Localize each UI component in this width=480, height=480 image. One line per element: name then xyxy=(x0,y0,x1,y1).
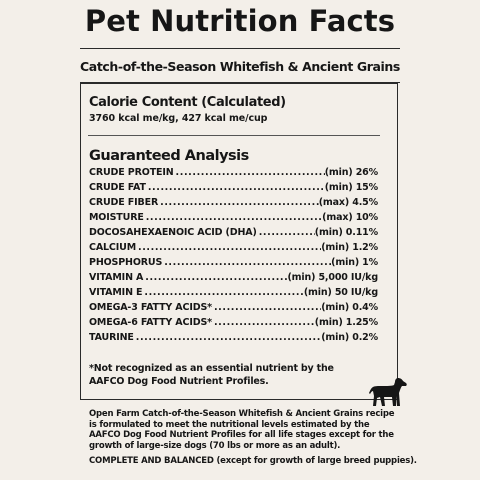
nutrient-name: OMEGA-3 FATTY ACIDS* xyxy=(89,302,212,313)
nutrient-value: (min) 15% xyxy=(324,182,378,193)
nutrient-row: DOCOSAHEXAENOIC ACID (DHA) .............… xyxy=(89,227,378,243)
nutrient-value: (max) 10% xyxy=(322,212,378,223)
nutrient-name: TAURINE xyxy=(89,332,134,343)
nutrient-value: (min) 0.11% xyxy=(314,227,378,238)
dot-leader: ........................................… xyxy=(164,257,332,268)
dot-leader: ........................................… xyxy=(213,317,315,328)
dot-leader: ........................................… xyxy=(160,197,319,208)
calorie-divider xyxy=(88,135,380,136)
nutrient-row: OMEGA-3 FATTY ACIDS* ...................… xyxy=(89,302,378,318)
nutrient-name: OMEGA-6 FATTY ACIDS* xyxy=(89,317,212,328)
dot-leader: ........................................… xyxy=(213,302,321,313)
dot-leader: ........................................… xyxy=(144,287,304,298)
nutrient-name: MOISTURE xyxy=(89,212,144,223)
nutrient-row: OMEGA-6 FATTY ACIDS* ...................… xyxy=(89,317,378,333)
aafco-statement: Open Farm Catch-of-the-Season Whitefish … xyxy=(89,409,395,451)
nutrient-row: CALCIUM ................................… xyxy=(89,242,378,258)
dog-silhouette-icon xyxy=(369,378,407,406)
page-title: Pet Nutrition Facts xyxy=(84,4,396,38)
dot-leader: ........................................… xyxy=(175,167,325,178)
calorie-heading: Calorie Content (Calculated) xyxy=(89,95,286,110)
nutrient-name: DOCOSAHEXAENOIC ACID (DHA) xyxy=(89,227,257,238)
nutrient-value: (min) 50 IU/kg xyxy=(303,287,378,298)
nutrient-value: (min) 1.2% xyxy=(321,242,378,253)
nutrient-name: PHOSPHORUS xyxy=(89,257,163,268)
nutrient-row: CRUDE FAT ..............................… xyxy=(89,182,378,198)
nutrient-value: (min) 5,000 IU/kg xyxy=(287,272,378,283)
dot-leader: ........................................… xyxy=(145,272,288,283)
nutrient-row: VITAMIN A ..............................… xyxy=(89,272,378,288)
nutrition-panel xyxy=(80,83,398,400)
dot-leader: ........................................… xyxy=(135,332,321,343)
product-name: Catch-of-the-Season Whitefish & Ancient … xyxy=(80,59,400,74)
nutrient-name: CRUDE PROTEIN xyxy=(89,167,174,178)
nutrient-value: (min) 1% xyxy=(331,257,378,268)
guaranteed-analysis-heading: Guaranteed Analysis xyxy=(89,148,249,164)
dot-leader: ........................................… xyxy=(258,227,315,238)
complete-balanced-note: COMPLETE AND BALANCED (except for growth… xyxy=(89,456,417,466)
nutrient-value: (min) 26% xyxy=(324,167,378,178)
nutrient-row: CRUDE FIBER ............................… xyxy=(89,197,378,213)
nutrient-value: (max) 4.5% xyxy=(318,197,378,208)
nutrient-value: (min) 0.2% xyxy=(321,332,378,343)
nutrient-name: CRUDE FIBER xyxy=(89,197,159,208)
subtitle-divider xyxy=(80,82,400,83)
nutrient-row: CRUDE PROTEIN ..........................… xyxy=(89,167,378,183)
top-divider xyxy=(80,48,400,49)
nutrient-name: CALCIUM xyxy=(89,242,137,253)
nutrient-name: VITAMIN A xyxy=(89,272,144,283)
nutrient-row: TAURINE ................................… xyxy=(89,332,378,348)
nutrient-name: VITAMIN E xyxy=(89,287,143,298)
nutrient-row: VITAMIN E ..............................… xyxy=(89,287,378,303)
nutrient-value: (min) 0.4% xyxy=(321,302,378,313)
nutrient-value: (min) 1.25% xyxy=(314,317,378,328)
calorie-value: 3760 kcal me/kg, 427 kcal me/cup xyxy=(89,113,268,124)
dot-leader: ........................................… xyxy=(145,212,323,223)
aafco-footnote: *Not recognized as an essential nutrient… xyxy=(89,363,334,387)
nutrient-row: PHOSPHORUS .............................… xyxy=(89,257,378,273)
nutrient-row: MOISTURE ...............................… xyxy=(89,212,378,228)
nutrient-name: CRUDE FAT xyxy=(89,182,146,193)
dot-leader: ........................................… xyxy=(147,182,325,193)
dot-leader: ........................................… xyxy=(138,242,321,253)
